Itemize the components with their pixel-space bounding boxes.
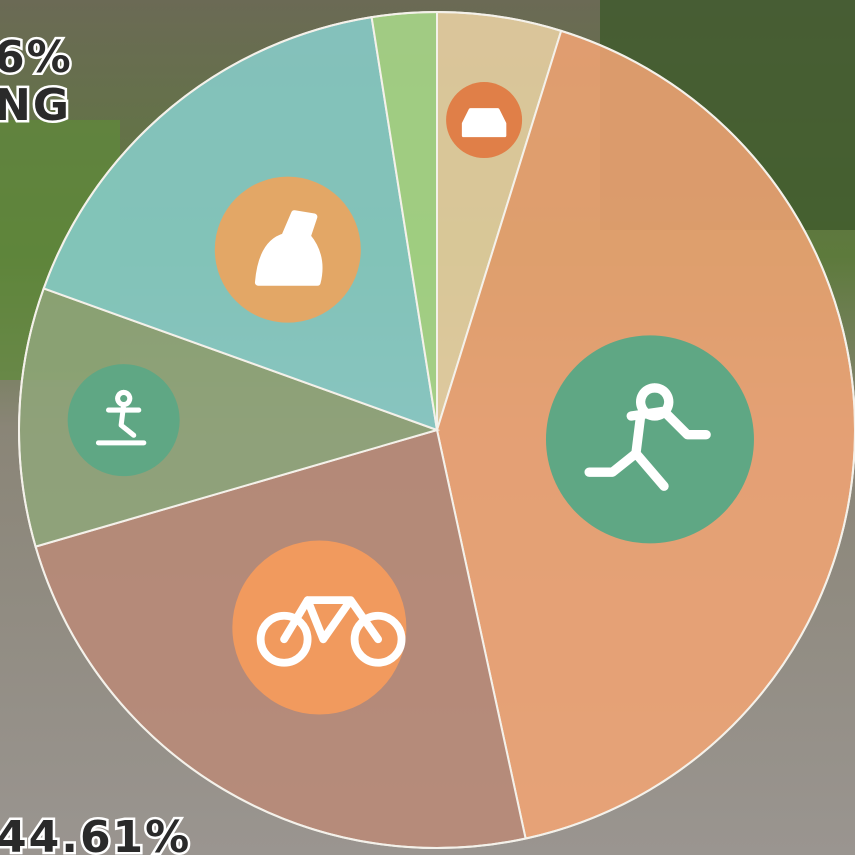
annotation: NG: [0, 80, 71, 131]
annotation: 6%: [0, 32, 73, 83]
annotation: 44.61%: [0, 812, 191, 855]
chart: 6% NG 44.61%: [0, 0, 855, 855]
icon: [464, 110, 505, 136]
icon-badge: [546, 335, 754, 543]
